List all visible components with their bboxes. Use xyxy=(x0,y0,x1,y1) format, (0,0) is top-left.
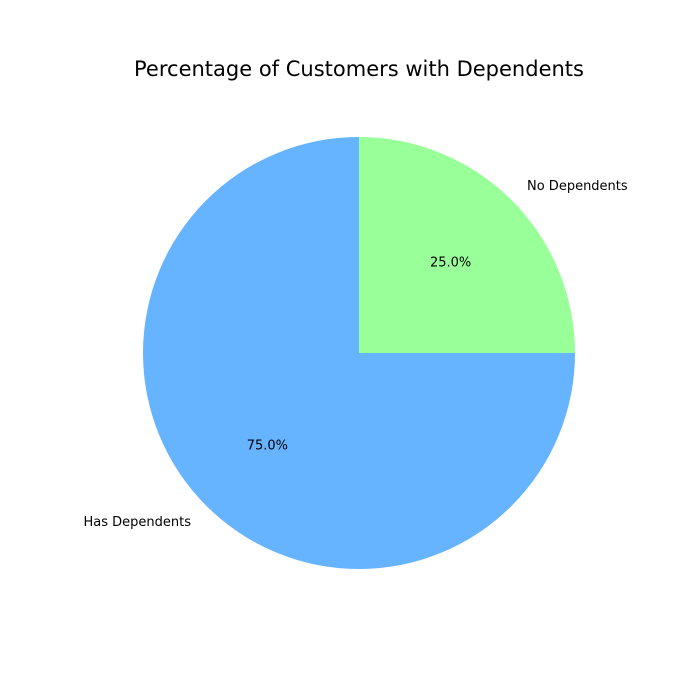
pie-slice-has-dependents xyxy=(143,137,575,569)
pie-pct-label: 25.0% xyxy=(430,255,471,270)
pie-pct-label: 75.0% xyxy=(247,439,288,454)
pie: 25.0% No Dependents 75.0% Has Dependents xyxy=(83,137,628,569)
pie-slice-no-dependents xyxy=(359,137,575,353)
chart-title: Percentage of Customers with Dependents xyxy=(134,57,584,81)
pie-category-label: No Dependents xyxy=(527,179,628,194)
pie-category-label: Has Dependents xyxy=(83,515,191,530)
